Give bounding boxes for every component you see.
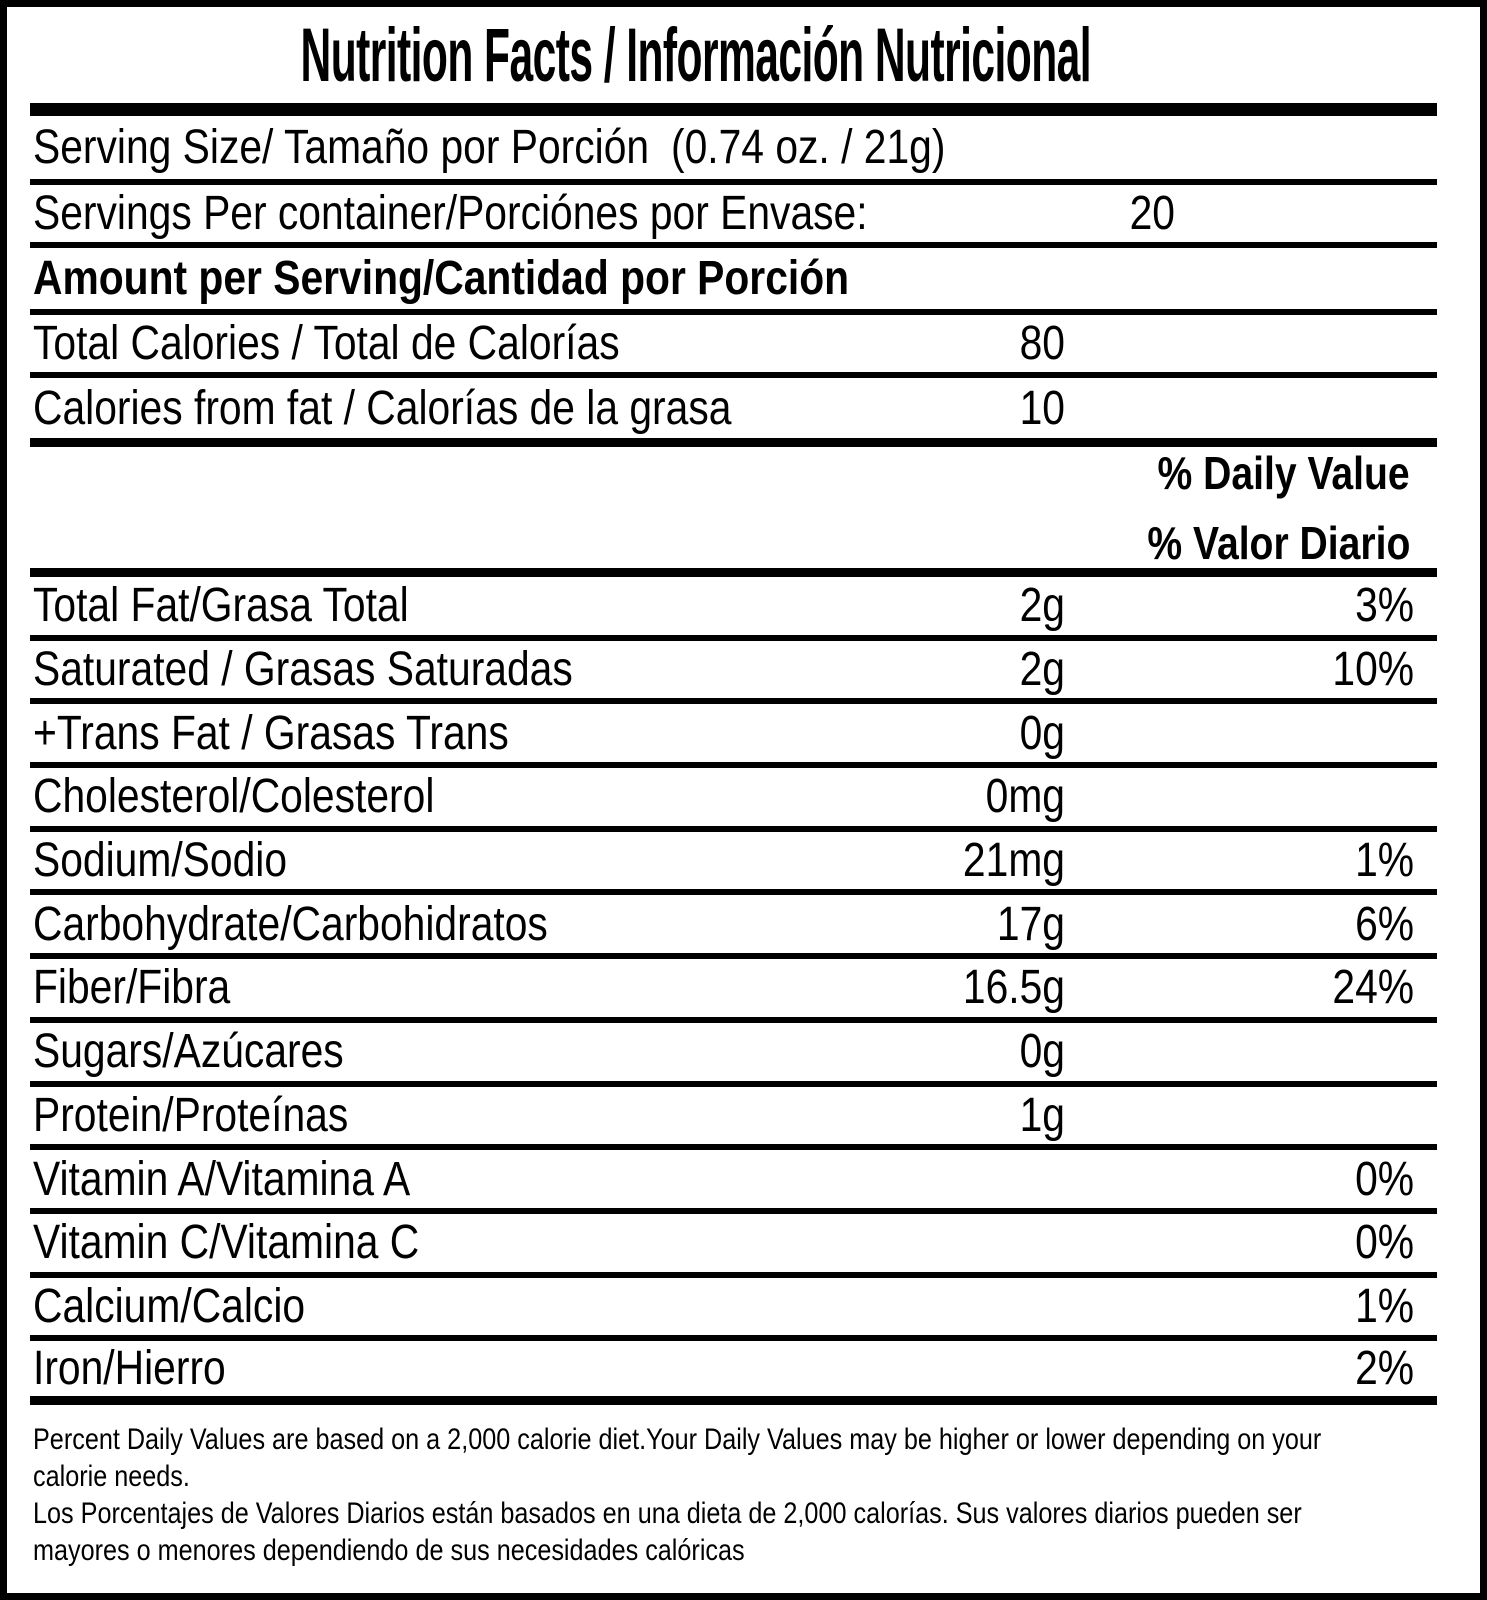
nutrient-label: Carbohydrate/Carbohidratos [33,897,548,951]
nutrient-row-vitamin-c: Vitamin C/Vitamina C 0% [30,1214,1437,1278]
nutrient-row-fiber: Fiber/Fibra 16.5g 24% [30,959,1437,1023]
daily-value-header-es: % Valor Diario [1147,516,1410,569]
nutrient-dv: 6% [1355,897,1415,951]
total-calories-row: Total Calories / Total de Calorías 80 [30,315,1437,378]
nutrient-label: Fiber/Fibra [33,961,231,1015]
nutrient-row-vitamin-a: Vitamin A/Vitamina A 0% [30,1150,1437,1214]
calories-from-fat-row: Calories from fat / Calorías de la grasa… [30,378,1437,447]
nutrient-label: Sodium/Sodio [33,834,288,888]
label-title: Nutrition Facts / Información Nutriciona… [300,12,1092,98]
nutrient-amount: 2g [1019,643,1065,697]
nutrient-dv: 3% [1355,579,1415,633]
serving-size-label: Serving Size/ Tamaño por Porción [33,121,650,174]
nutrient-row-saturated-fat: Saturated / Grasas Saturadas 2g 10% [30,641,1437,705]
nutrient-amount: 1g [1019,1088,1065,1142]
nutrient-amount: 2g [1019,579,1065,633]
nutrient-dv: 10% [1332,643,1415,697]
total-calories-label: Total Calories / Total de Calorías [33,317,620,370]
label-body: Serving Size/ Tamaño por Porción (0.74 o… [30,103,1437,1569]
footnote-line-en-2: calorie needs. [33,1459,190,1493]
calories-from-fat-value: 10 [1019,381,1065,435]
footnote: Percent Daily Values are based on a 2,00… [30,1405,1437,1569]
nutrient-amount: 21mg [962,834,1065,888]
nutrient-row-iron: Iron/Hierro 2% [30,1341,1437,1405]
nutrient-row-sugars: Sugars/Azúcares 0g [30,1023,1437,1087]
serving-size-value: (0.74 oz. / 21g) [671,121,946,174]
calories-from-fat-label: Calories from fat / Calorías de la grasa [33,381,732,435]
nutrient-dv: 1% [1355,1279,1415,1333]
nutrient-dv: 24% [1332,961,1415,1015]
title-separator-bar [30,103,1437,116]
nutrient-label: Sugars/Azúcares [33,1025,344,1079]
amount-per-serving-heading-row: Amount per Serving/Cantidad por Porción [30,248,1437,315]
nutrient-label: Saturated / Grasas Saturadas [33,643,573,697]
nutrient-dv: 2% [1355,1342,1415,1396]
nutrient-row-trans-fat: +Trans Fat / Grasas Trans 0g [30,704,1437,769]
total-calories-value: 80 [1019,317,1065,370]
nutrient-label: Cholesterol/Colesterol [33,770,435,824]
nutrient-row-total-fat: Total Fat/Grasa Total 2g 3% [30,577,1437,641]
nutrient-label: Calcium/Calcio [33,1279,306,1333]
footnote-line-en-1: Percent Daily Values are based on a 2,00… [33,1422,1322,1456]
label-header: Nutrition Facts / Información Nutriciona… [7,7,1480,103]
nutrient-label: Iron/Hierro [33,1342,226,1396]
nutrient-row-calcium: Calcium/Calcio 1% [30,1278,1437,1342]
nutrient-label: Protein/Proteínas [33,1088,349,1142]
amount-per-serving-heading: Amount per Serving/Cantidad por Porción [33,252,850,305]
nutrient-label: +Trans Fat / Grasas Trans [33,706,509,760]
daily-value-header: % Daily Value % Valor Diario [30,447,1437,577]
servings-per-container-value: 20 [1129,187,1175,240]
nutrient-dv: 1% [1355,834,1415,888]
nutrient-amount: 17g [996,897,1065,951]
servings-per-container-row: Servings Per container/Porciónes por Env… [30,185,1437,248]
nutrient-amount: 0g [1019,706,1065,760]
nutrient-amount: 16.5g [962,961,1065,1015]
nutrient-row-cholesterol: Cholesterol/Colesterol 0mg [30,768,1437,832]
nutrient-row-sodium: Sodium/Sodio 21mg 1% [30,832,1437,896]
nutrient-row-protein: Protein/Proteínas 1g [30,1087,1437,1151]
nutrient-label: Vitamin A/Vitamina A [33,1152,411,1206]
daily-value-header-en: % Daily Value [1157,446,1410,499]
nutrient-amount: 0mg [985,770,1065,824]
nutrient-dv: 0% [1355,1152,1415,1206]
nutrient-dv: 0% [1355,1216,1415,1270]
footnote-line-es-2: mayores o menores dependiendo de sus nec… [33,1533,745,1567]
nutrient-amount: 0g [1019,1025,1065,1079]
nutrient-label: Total Fat/Grasa Total [33,579,409,633]
nutrient-row-carbohydrate: Carbohydrate/Carbohidratos 17g 6% [30,895,1437,960]
servings-per-container-label: Servings Per container/Porciónes por Env… [33,187,868,240]
nutrient-label: Vitamin C/Vitamina C [33,1216,420,1270]
footnote-line-es-1: Los Porcentajes de Valores Diarios están… [33,1496,1302,1530]
serving-size-row: Serving Size/ Tamaño por Porción (0.74 o… [30,116,1437,185]
